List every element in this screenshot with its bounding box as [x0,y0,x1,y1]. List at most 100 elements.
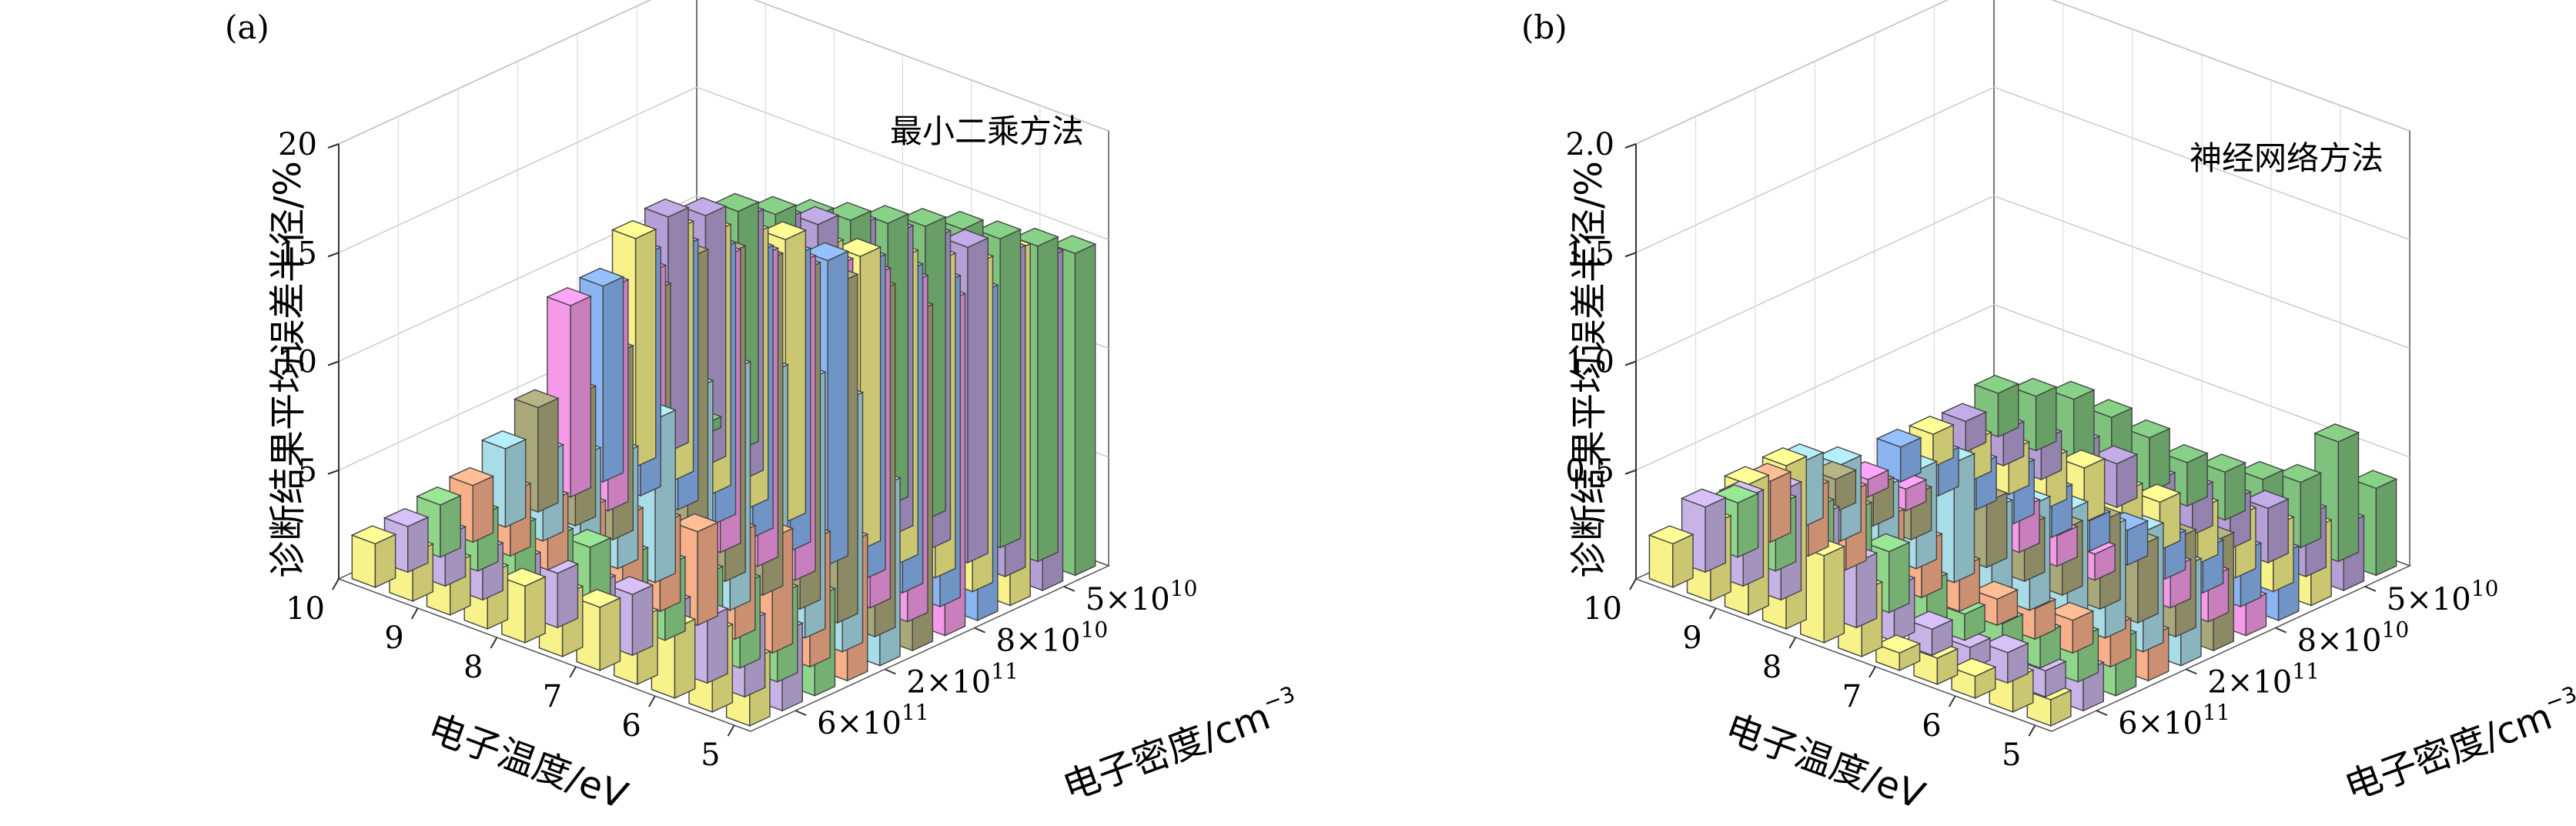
bar [350,525,397,588]
bar-face-right [570,295,591,498]
y-tick-exponent: 10 [1170,576,1198,601]
bar-top [2049,380,2096,400]
y-tick-label: 8×1010 [2297,617,2410,659]
bar-top [643,198,690,218]
z-tick-label: 15 [278,236,317,271]
y-tick-mark [2364,585,2377,592]
bar-top [2237,460,2285,480]
bar-top [2243,490,2290,510]
x-tick-label: 7 [1842,679,1862,714]
chart-panel-a: 510152010987655×10108×10102×10116×1011(a… [225,0,1306,818]
bar-face-right [1855,552,1878,629]
bar-face-right [1823,545,1845,644]
bar-face-right [2267,498,2289,564]
bar-top [900,208,948,227]
bar-top [2200,453,2247,473]
z-tick-label: 0.5 [1565,453,1614,489]
z-tick-label: 10 [278,345,317,380]
z-tick-mark [1624,469,1637,475]
x-tick-mark [410,607,419,620]
x-tick-label: 6 [621,708,641,744]
x-tick-mark [332,578,340,590]
bar-top [2275,463,2323,483]
y-tick-exponent: 10 [1081,617,1109,643]
bar [575,588,622,671]
z-tick-mark [1624,252,1637,258]
y-tick-mark [2096,710,2108,717]
bar-face-right [524,576,546,644]
x-tick-label: 10 [286,591,325,627]
bar [1680,488,1728,574]
bar-face-right [537,397,559,513]
z-tick-label: 2.0 [1565,127,1614,162]
bar-top [2313,423,2360,443]
bar-face-right [999,229,1022,549]
bar-top [1907,610,1954,630]
method-annotation: 神经网络方法 [2190,139,2384,177]
x-tick-mark [1629,578,1637,590]
y-tick-base: 5×10 [1086,582,1170,617]
bar-top [2124,419,2171,439]
x-tick-mark [2028,724,2036,737]
y-tick-mark [1063,585,1076,592]
x-tick-label: 10 [1583,591,1622,627]
y-tick-base: 6×10 [817,706,902,741]
x-tick-label: 6 [1922,708,1941,744]
x-tick-mark [1708,607,1717,620]
bar-top [383,507,430,527]
y-tick-base: 6×10 [2118,706,2203,741]
x-tick-mark [569,666,577,678]
y-axis-label: 电子密度/cm−3 [2338,681,2576,810]
bar-face-right [472,475,494,543]
panel-label: (a) [225,8,269,46]
bar-top [513,389,560,409]
bar [500,567,547,644]
y-tick-mark [2275,627,2287,634]
y-tick-exponent: 10 [2471,576,2499,601]
z-axis-label: 诊断结果平均误差半径/% [1567,161,1611,578]
bar-top [1875,428,1922,448]
bar-top [500,567,547,587]
bar-top [2351,470,2398,490]
x-tick-mark [648,695,656,707]
z-tick-mark [1624,360,1637,366]
bar [1950,657,1997,699]
bar-top [1648,525,1694,545]
bar-face-right [602,276,624,483]
y-tick-base: 5×10 [2387,582,2471,617]
panel-label: (b) [1521,8,1567,46]
bar-top [681,197,728,216]
bar-face-right [2224,462,2246,521]
bar-face-right [504,438,527,528]
bar-face-right [1737,492,1759,558]
bar-top [1982,634,2029,654]
bar-top [611,219,657,239]
z-tick-mark [327,360,340,366]
y-tick-label: 5×1010 [2387,576,2499,617]
method-annotation: 最小二乘方法 [890,112,1084,150]
bar-face-right [1705,497,1727,574]
bar-face-right [1888,541,1910,614]
bar-face-right [599,597,621,671]
z-tick-label: 1.5 [1565,236,1614,271]
bar-top [546,286,593,306]
y-tick-mark [974,627,986,634]
bars [350,192,1097,727]
x-axis-label: 电子温度/eV [423,706,634,818]
y-tick-label: 8×1010 [996,617,1109,659]
z-tick-mark [327,469,340,475]
y-tick-exponent: 11 [2203,700,2230,725]
bar-face-right [827,250,849,567]
bar [2092,445,2139,509]
z-tick-label: 20 [278,127,317,162]
y-tick-base: 2×10 [906,664,991,700]
bar-top [575,588,622,608]
x-tick-mark [490,637,498,649]
y-tick-exponent: 11 [902,700,929,725]
bar-top [578,267,625,287]
z-tick-label: 5 [298,453,317,489]
bar-top [607,576,654,595]
y-tick-base: 8×10 [2297,624,2382,659]
y-axis-label-exponent: −3 [1260,681,1298,716]
y-tick-label: 2×1011 [2207,658,2320,700]
